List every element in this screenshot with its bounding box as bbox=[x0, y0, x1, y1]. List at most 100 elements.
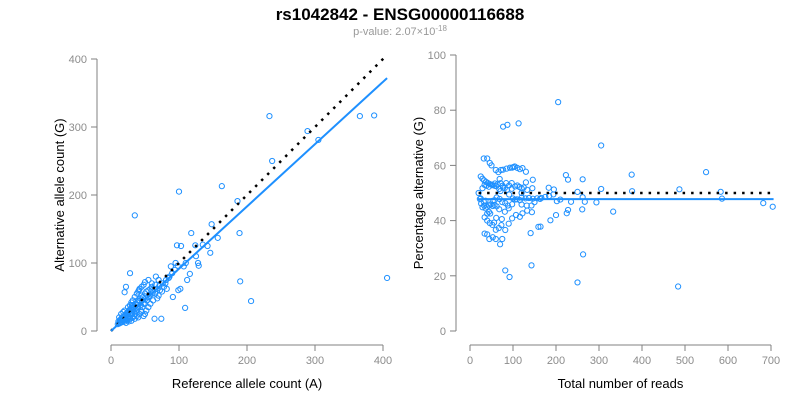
data-point bbox=[482, 178, 490, 185]
data-point bbox=[516, 197, 523, 204]
data-point bbox=[158, 315, 165, 322]
data-point bbox=[490, 219, 498, 226]
data-point bbox=[579, 176, 586, 183]
data-point bbox=[167, 263, 174, 270]
data-point bbox=[574, 279, 581, 286]
data-point bbox=[545, 184, 552, 191]
y-tick-label: 80 bbox=[434, 105, 446, 117]
y-tick-label: 0 bbox=[440, 326, 446, 338]
data-point bbox=[481, 230, 488, 237]
data-point bbox=[479, 204, 486, 211]
data-point bbox=[522, 179, 530, 186]
data-point bbox=[529, 185, 536, 192]
data-point bbox=[182, 259, 189, 267]
data-point bbox=[488, 181, 496, 188]
data-point bbox=[182, 304, 189, 311]
x-tick-label: 400 bbox=[633, 355, 651, 367]
data-point bbox=[214, 234, 221, 241]
data-point bbox=[509, 215, 516, 222]
data-point bbox=[564, 176, 572, 183]
data-point bbox=[550, 186, 557, 193]
y-tick-label: 400 bbox=[69, 54, 87, 66]
data-point bbox=[518, 189, 525, 197]
data-point bbox=[499, 235, 506, 243]
data-point bbox=[527, 230, 534, 237]
data-point bbox=[169, 293, 176, 301]
data-point bbox=[173, 242, 181, 249]
data-point bbox=[509, 201, 516, 208]
data-point bbox=[500, 166, 507, 173]
data-point bbox=[515, 120, 522, 127]
data-point bbox=[194, 259, 202, 267]
data-point bbox=[512, 211, 520, 219]
data-point bbox=[610, 208, 617, 215]
data-point bbox=[236, 229, 243, 237]
fit-line bbox=[110, 77, 388, 332]
data-point bbox=[535, 223, 542, 230]
data-point bbox=[356, 113, 363, 120]
data-point bbox=[479, 185, 486, 192]
data-point bbox=[218, 183, 225, 190]
x-axis-label: Total number of reads bbox=[558, 376, 684, 391]
x-tick-label: 0 bbox=[108, 355, 114, 367]
data-point bbox=[484, 210, 491, 217]
x-tick-label: 200 bbox=[238, 355, 256, 367]
data-point bbox=[550, 191, 557, 198]
x-tick-label: 600 bbox=[719, 355, 737, 367]
data-point bbox=[498, 216, 505, 223]
data-point bbox=[475, 189, 482, 197]
data-point bbox=[676, 186, 683, 193]
data-point bbox=[137, 307, 145, 314]
x-tick-label: 700 bbox=[762, 355, 780, 367]
data-point bbox=[480, 155, 487, 162]
data-point bbox=[481, 177, 488, 184]
data-point bbox=[598, 142, 605, 149]
data-point bbox=[158, 288, 166, 295]
chart-title: rs1042842 - ENSG00000116688 bbox=[276, 5, 525, 24]
reference-line-y-equals-x bbox=[110, 54, 388, 332]
data-point bbox=[247, 297, 255, 305]
data-point bbox=[207, 249, 214, 256]
data-point bbox=[760, 200, 767, 207]
data-point bbox=[152, 281, 159, 288]
x-tick-label: 0 bbox=[467, 355, 473, 367]
data-point bbox=[502, 226, 509, 234]
data-point bbox=[628, 171, 635, 178]
y-tick-label: 60 bbox=[434, 160, 446, 172]
data-point bbox=[126, 270, 134, 277]
data-point bbox=[484, 155, 491, 162]
data-point bbox=[488, 162, 495, 169]
data-point bbox=[116, 319, 123, 326]
data-point bbox=[564, 206, 572, 214]
data-point bbox=[188, 229, 195, 237]
data-point bbox=[555, 99, 562, 106]
x-tick-label: 200 bbox=[547, 355, 565, 367]
x-tick-label: 100 bbox=[504, 355, 522, 367]
data-point bbox=[208, 221, 215, 228]
percentage-scatter: 0 100 200 300 400 500 600 700 0 20 40 60 80 100 Total … bbox=[411, 50, 780, 391]
data-point bbox=[195, 262, 202, 269]
data-point bbox=[547, 217, 554, 224]
data-point bbox=[192, 242, 199, 249]
data-point bbox=[177, 285, 184, 292]
data-point bbox=[675, 283, 682, 290]
data-point bbox=[579, 251, 587, 258]
data-point bbox=[122, 283, 130, 290]
x-tick-label: 500 bbox=[676, 355, 694, 367]
data-point bbox=[484, 231, 491, 238]
data-point bbox=[151, 315, 158, 322]
data-point bbox=[152, 273, 159, 280]
data-point bbox=[155, 292, 162, 299]
data-point bbox=[579, 206, 586, 213]
y-tick-label: 0 bbox=[81, 326, 87, 338]
data-point bbox=[497, 166, 505, 174]
y-tick-label: 300 bbox=[69, 122, 87, 134]
data-point bbox=[489, 202, 496, 210]
data-point bbox=[524, 186, 531, 193]
data-point bbox=[492, 226, 499, 233]
data-point bbox=[237, 278, 244, 285]
data-point bbox=[506, 273, 513, 281]
chart-subtitle: p-value: 2.07×10-18 bbox=[353, 24, 447, 38]
data-point bbox=[269, 157, 276, 165]
